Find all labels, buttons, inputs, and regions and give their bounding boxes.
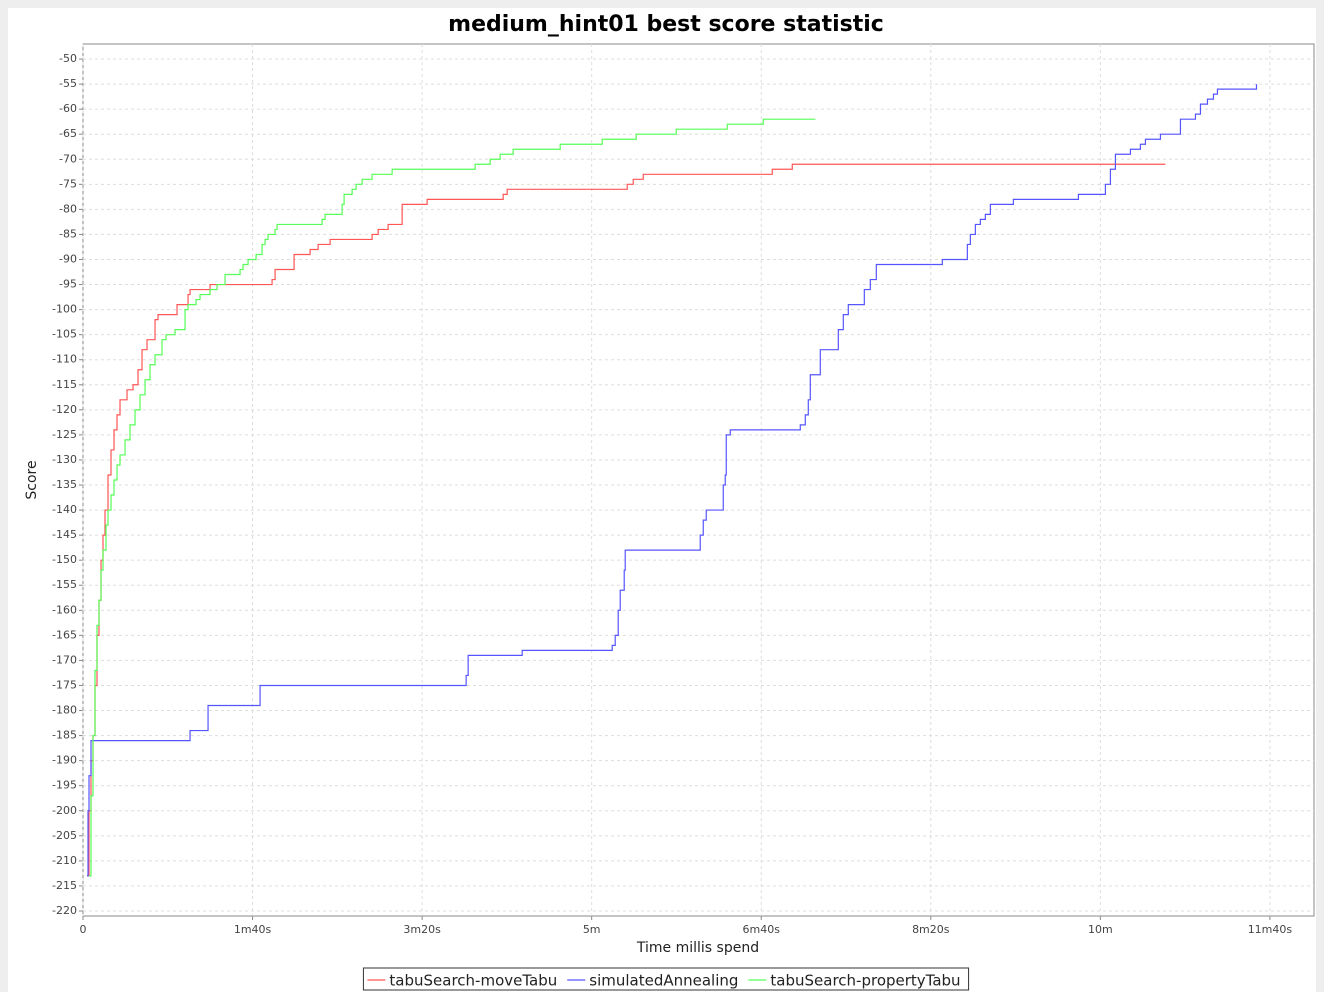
y-tick-label: -115	[52, 378, 77, 391]
y-tick-label: -155	[52, 578, 77, 591]
y-tick-label: -120	[52, 403, 77, 416]
y-tick-label: -75	[59, 177, 77, 190]
y-tick-label: -185	[52, 729, 77, 742]
y-tick-label: -125	[52, 428, 77, 441]
y-tick-label: -85	[59, 227, 77, 240]
x-tick-label: 5m	[583, 923, 601, 936]
y-tick-label: -110	[52, 353, 77, 366]
y-tick-label: -175	[52, 678, 77, 691]
y-tick-label: -205	[52, 829, 77, 842]
legend: tabuSearch-moveTabu simulatedAnnealing tab…	[362, 967, 970, 991]
y-tick-label: -195	[52, 779, 77, 792]
x-tick-label: 0	[80, 923, 87, 936]
x-tick-label: 10m	[1088, 923, 1113, 936]
series-line	[87, 163, 1166, 877]
y-tick-label: -65	[59, 127, 77, 140]
legend-label: simulatedAnnealing	[589, 972, 738, 990]
legend-label: tabuSearch-moveTabu	[389, 972, 557, 990]
y-tick-label: -80	[59, 202, 77, 215]
y-tick-label: -215	[52, 879, 77, 892]
y-tick-label: -160	[52, 603, 77, 616]
y-tick-label: -180	[52, 704, 77, 717]
y-tick-label: -105	[52, 328, 77, 341]
y-tick-label: -200	[52, 804, 77, 817]
y-tick-label: -135	[52, 478, 77, 491]
legend-box	[362, 967, 970, 991]
x-tick-label: 11m40s	[1248, 923, 1293, 936]
y-tick-label: -220	[52, 904, 77, 917]
y-tick-label: -145	[52, 528, 77, 541]
y-tick-label: -140	[52, 503, 77, 516]
x-axis-title: Time millis spend	[636, 940, 759, 956]
y-tick-label: -170	[52, 653, 77, 666]
y-tick-label: -95	[59, 278, 77, 291]
x-tick-label: 3m20s	[403, 923, 441, 936]
legend-label: tabuSearch-propertyTabu	[770, 972, 960, 990]
y-tick-label: -210	[52, 854, 77, 867]
y-tick-label: -190	[52, 754, 77, 767]
y-tick-label: -165	[52, 628, 77, 641]
x-tick-label: 8m20s	[912, 923, 950, 936]
x-tick-label: 6m40s	[743, 923, 781, 936]
y-tick-label: -55	[59, 77, 77, 90]
x-tick-label: 1m40s	[234, 923, 272, 936]
y-tick-label: -90	[59, 252, 77, 265]
y-tick-label: -70	[59, 152, 77, 165]
y-axis-title: Score	[24, 460, 40, 499]
y-tick-label: -50	[59, 52, 77, 65]
y-tick-label: -100	[52, 303, 77, 316]
plot-area	[82, 43, 1315, 917]
series-line	[89, 118, 816, 877]
chart-title: medium_hint01 best score statistic	[448, 12, 884, 37]
y-tick-label: -130	[52, 453, 77, 466]
y-tick-label: -150	[52, 553, 77, 566]
series-line	[87, 84, 1258, 877]
y-tick-label: -60	[59, 102, 77, 115]
